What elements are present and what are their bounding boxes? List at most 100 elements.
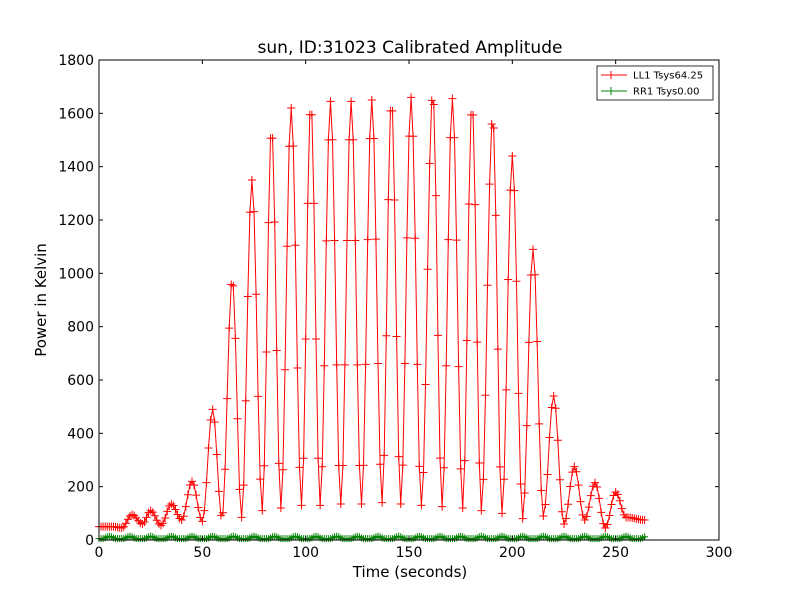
data-point-ll1 <box>450 133 459 142</box>
y-tick-label: 400 <box>67 426 94 442</box>
data-point-ll1 <box>411 234 420 243</box>
data-point-ll1 <box>539 512 548 520</box>
data-point-ll1 <box>340 360 349 369</box>
x-tick-label: 200 <box>499 545 526 561</box>
data-point-ll1 <box>471 200 480 209</box>
data-point-ll1 <box>233 414 242 423</box>
data-point-ll1 <box>254 392 263 401</box>
data-point-ll1 <box>229 281 238 290</box>
data-point-ll1 <box>588 482 597 491</box>
data-point-ll1 <box>227 280 236 289</box>
data-point-ll1 <box>477 506 486 515</box>
data-point-ll1 <box>464 200 473 208</box>
data-point-ll1 <box>299 454 308 463</box>
data-point-ll1 <box>595 494 604 503</box>
data-point-ll1 <box>448 94 457 103</box>
data-point-ll1 <box>605 511 614 520</box>
data-point-ll1 <box>165 502 174 511</box>
data-point-ll1 <box>508 152 517 160</box>
legend-label-rr1: RR1 Tsys0.00 <box>633 87 700 98</box>
data-point-ll1 <box>388 106 397 115</box>
data-point-ll1 <box>274 459 283 468</box>
data-point-ll1 <box>192 491 201 500</box>
data-point-ll1 <box>301 334 310 343</box>
data-point-ll1 <box>382 331 391 340</box>
data-point-ll1 <box>574 481 583 490</box>
data-point-ll1 <box>555 475 564 484</box>
data-point-ll1 <box>369 134 378 143</box>
data-point-ll1 <box>402 233 411 242</box>
data-point-ll1 <box>163 507 172 516</box>
data-point-ll1 <box>549 392 558 400</box>
data-point-ll1 <box>221 465 230 474</box>
data-point-ll1 <box>144 508 153 517</box>
data-point-ll1 <box>504 275 513 284</box>
data-point-ll1 <box>123 515 132 524</box>
chart-title: sun, ID:31023 Calibrated Amplitude <box>258 38 563 58</box>
legend-entry-ll1: LL1 Tsys64.25 <box>601 71 703 82</box>
data-point-ll1 <box>640 516 649 524</box>
data-point-ll1 <box>128 510 137 519</box>
data-point-ll1 <box>413 360 422 369</box>
data-point-ll1 <box>117 524 126 532</box>
data-point-ll1 <box>206 416 215 425</box>
data-point-rr1 <box>641 533 649 541</box>
data-point-ll1 <box>177 516 186 524</box>
data-point-ll1 <box>264 218 273 227</box>
data-point-ll1 <box>361 360 370 369</box>
data-point-ll1 <box>363 235 372 244</box>
data-point-ll1 <box>436 454 444 463</box>
data-point-ll1 <box>518 514 527 523</box>
data-point-ll1 <box>210 418 219 427</box>
data-point-ll1 <box>586 491 595 500</box>
plot-area: 0 50 100 150 200 250 300 0 200 400 600 800 1000 1200 1… <box>58 53 732 561</box>
data-point-ll1 <box>495 462 504 471</box>
data-point-ll1 <box>268 134 277 143</box>
y-axis-label: Power in Kelvin <box>32 243 50 357</box>
data-point-ll1 <box>328 135 337 144</box>
data-point-ll1 <box>425 159 434 168</box>
data-point-ll1 <box>400 359 409 368</box>
series-ll1 <box>95 93 649 532</box>
data-point-ll1 <box>531 270 540 279</box>
data-point-ll1 <box>506 186 515 195</box>
data-point-ll1 <box>318 462 327 471</box>
data-point-ll1 <box>262 348 271 357</box>
data-point-ll1 <box>433 331 442 340</box>
data-point-ll1 <box>541 500 550 509</box>
data-point-ll1 <box>502 385 511 394</box>
data-point-ll1 <box>245 208 254 217</box>
data-point-ll1 <box>582 512 591 521</box>
data-point-ll1 <box>179 512 188 521</box>
x-tick-label: 50 <box>193 545 211 561</box>
data-point-ll1 <box>231 334 240 343</box>
data-point-ll1 <box>510 186 519 195</box>
data-point-ll1 <box>438 502 447 511</box>
data-point-ll1 <box>157 521 165 530</box>
data-point-ll1 <box>599 519 608 528</box>
data-point-ll1 <box>214 487 223 496</box>
data-point-ll1 <box>514 389 523 398</box>
data-point-ll1 <box>196 513 205 522</box>
legend-label-ll1: LL1 Tsys64.25 <box>633 71 703 82</box>
data-point-ll1 <box>283 242 292 251</box>
data-point-ll1 <box>562 514 571 523</box>
data-point-ll1 <box>326 97 335 106</box>
data-point-ll1 <box>367 96 376 104</box>
y-tick-label: 1000 <box>58 266 94 282</box>
x-tick-label: 100 <box>292 545 319 561</box>
data-point-ll1 <box>374 359 382 368</box>
data-point-ll1 <box>194 503 203 512</box>
data-point-ll1 <box>415 462 424 471</box>
data-point-ll1 <box>278 465 287 474</box>
data-point-ll1 <box>371 235 380 244</box>
data-point-ll1 <box>250 207 258 216</box>
data-point-ll1 <box>307 110 316 119</box>
data-point-ll1 <box>522 421 531 430</box>
data-point-ll1 <box>188 477 196 486</box>
data-point-ll1 <box>419 468 428 477</box>
data-point-ll1 <box>258 506 267 515</box>
data-point-ll1 <box>392 332 401 341</box>
x-axis-label: Time (seconds) <box>352 563 468 581</box>
